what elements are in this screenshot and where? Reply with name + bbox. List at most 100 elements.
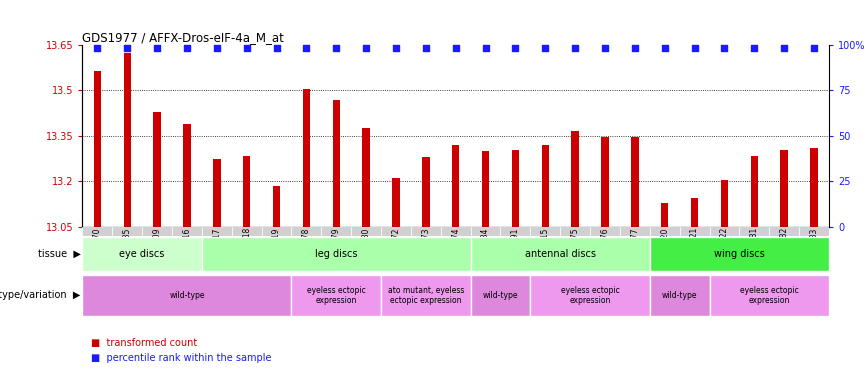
Point <box>538 45 552 51</box>
Text: GSM91491: GSM91491 <box>511 227 520 268</box>
Bar <box>631 138 639 227</box>
Text: GSM91472: GSM91472 <box>391 227 400 268</box>
Bar <box>709 227 740 236</box>
Text: ■  percentile rank within the sample: ■ percentile rank within the sample <box>91 353 272 363</box>
Text: wing discs: wing discs <box>714 249 765 259</box>
Bar <box>769 227 799 236</box>
Bar <box>620 227 650 236</box>
Bar <box>650 227 680 236</box>
Bar <box>571 131 579 227</box>
Bar <box>112 227 142 236</box>
Text: GSM91475: GSM91475 <box>570 227 580 268</box>
Point <box>180 45 194 51</box>
Bar <box>303 89 310 227</box>
Text: ato mutant, eyeless
ectopic expression: ato mutant, eyeless ectopic expression <box>388 286 464 305</box>
Point <box>509 45 523 51</box>
Point <box>419 45 433 51</box>
Bar <box>650 274 709 316</box>
Bar <box>362 128 370 227</box>
Bar <box>810 148 818 227</box>
Bar <box>392 178 399 227</box>
Text: wild-type: wild-type <box>483 291 518 300</box>
Point <box>777 45 791 51</box>
Text: GSM91473: GSM91473 <box>421 227 431 268</box>
Text: GSM91480: GSM91480 <box>362 227 371 268</box>
Bar <box>501 227 530 236</box>
Bar <box>232 227 261 236</box>
Bar <box>82 227 112 236</box>
Text: GSM91515: GSM91515 <box>541 227 549 268</box>
Bar <box>123 53 131 227</box>
Bar <box>560 227 590 236</box>
Point <box>658 45 672 51</box>
Text: GSM91482: GSM91482 <box>779 227 789 268</box>
Bar <box>590 227 620 236</box>
Bar <box>172 227 202 236</box>
Bar <box>411 227 441 236</box>
Text: wild-type: wild-type <box>662 291 697 300</box>
Point <box>359 45 373 51</box>
Text: GSM91484: GSM91484 <box>481 227 490 268</box>
Point <box>240 45 253 51</box>
Point <box>478 45 492 51</box>
Point <box>150 45 164 51</box>
Text: GDS1977 / AFFX-Dros-eIF-4a_M_at: GDS1977 / AFFX-Dros-eIF-4a_M_at <box>82 31 285 44</box>
Point <box>628 45 641 51</box>
Bar <box>142 227 172 236</box>
Text: ■  transformed count: ■ transformed count <box>91 338 197 348</box>
Bar <box>602 138 608 227</box>
Bar <box>650 237 829 271</box>
Bar <box>381 227 411 236</box>
Bar <box>352 227 381 236</box>
Bar <box>292 274 381 316</box>
Text: wild-type: wild-type <box>169 291 205 300</box>
Point <box>687 45 701 51</box>
Bar <box>751 156 758 227</box>
Text: GSM91609: GSM91609 <box>153 227 161 268</box>
Bar <box>542 145 549 227</box>
Bar <box>273 186 280 227</box>
Text: eyeless ectopic
expression: eyeless ectopic expression <box>561 286 620 305</box>
Point <box>90 45 104 51</box>
Point <box>270 45 284 51</box>
Bar <box>94 71 101 227</box>
Text: GSM91618: GSM91618 <box>242 227 251 268</box>
Bar <box>154 112 161 227</box>
Bar <box>661 202 668 227</box>
Bar <box>680 227 709 236</box>
Text: antennal discs: antennal discs <box>525 249 595 259</box>
Bar <box>332 100 340 227</box>
Text: GSM91621: GSM91621 <box>690 227 699 268</box>
Bar <box>202 227 232 236</box>
Point <box>210 45 224 51</box>
Bar <box>709 274 829 316</box>
Bar <box>780 150 788 227</box>
Text: GSM91570: GSM91570 <box>93 227 102 268</box>
Point <box>299 45 313 51</box>
Text: genotype/variation  ▶: genotype/variation ▶ <box>0 290 81 300</box>
Bar <box>183 124 191 227</box>
Bar <box>441 227 470 236</box>
Bar <box>470 237 650 271</box>
Bar <box>381 274 470 316</box>
Point <box>718 45 732 51</box>
Text: GSM91476: GSM91476 <box>601 227 609 268</box>
Bar <box>799 227 829 236</box>
Point <box>449 45 463 51</box>
Text: GSM91483: GSM91483 <box>810 227 819 268</box>
Text: eyeless ectopic
expression: eyeless ectopic expression <box>307 286 365 305</box>
Point <box>329 45 343 51</box>
Bar <box>202 237 470 271</box>
Bar <box>720 180 728 227</box>
Bar <box>261 227 292 236</box>
Point <box>121 45 135 51</box>
Text: GSM91479: GSM91479 <box>332 227 341 268</box>
Text: GSM91619: GSM91619 <box>272 227 281 268</box>
Bar <box>213 159 220 227</box>
Point <box>807 45 821 51</box>
Bar <box>452 145 459 227</box>
Bar <box>691 198 698 227</box>
Point <box>747 45 761 51</box>
Text: GSM91474: GSM91474 <box>451 227 460 268</box>
Text: GSM91585: GSM91585 <box>122 227 132 268</box>
